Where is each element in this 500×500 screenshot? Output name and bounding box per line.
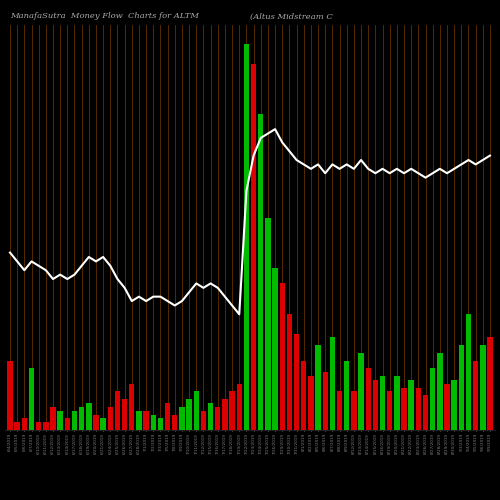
Bar bbox=[416, 388, 421, 430]
Bar bbox=[280, 284, 285, 430]
Bar bbox=[423, 396, 428, 430]
Bar bbox=[115, 392, 120, 430]
Bar bbox=[150, 414, 156, 430]
Bar bbox=[351, 392, 356, 430]
Bar bbox=[186, 399, 192, 430]
Bar bbox=[200, 410, 206, 430]
Text: (Altus Midstream C: (Altus Midstream C bbox=[250, 12, 333, 20]
Bar bbox=[372, 380, 378, 430]
Bar bbox=[480, 345, 486, 430]
Bar bbox=[100, 418, 106, 430]
Bar bbox=[437, 353, 442, 430]
Bar bbox=[308, 376, 314, 430]
Bar bbox=[272, 268, 278, 430]
Bar bbox=[294, 334, 300, 430]
Bar bbox=[8, 360, 12, 430]
Bar bbox=[58, 410, 63, 430]
Bar bbox=[402, 388, 406, 430]
Bar bbox=[94, 414, 98, 430]
Bar bbox=[215, 407, 220, 430]
Bar bbox=[36, 422, 42, 430]
Bar bbox=[43, 422, 49, 430]
Bar bbox=[466, 314, 471, 430]
Bar bbox=[380, 376, 385, 430]
Bar bbox=[194, 392, 199, 430]
Bar bbox=[488, 338, 492, 430]
Bar bbox=[50, 407, 56, 430]
Bar bbox=[180, 407, 184, 430]
Bar bbox=[444, 384, 450, 430]
Bar bbox=[430, 368, 436, 430]
Bar bbox=[14, 422, 20, 430]
Bar bbox=[129, 384, 134, 430]
Bar bbox=[344, 360, 350, 430]
Bar bbox=[158, 418, 163, 430]
Bar bbox=[244, 44, 249, 430]
Bar bbox=[387, 392, 392, 430]
Bar bbox=[301, 360, 306, 430]
Text: ManafaSutra  Money Flow  Charts for ALTM: ManafaSutra Money Flow Charts for ALTM bbox=[10, 12, 199, 20]
Bar bbox=[258, 114, 264, 430]
Bar bbox=[286, 314, 292, 430]
Bar bbox=[236, 384, 242, 430]
Bar bbox=[165, 403, 170, 430]
Bar bbox=[265, 218, 270, 430]
Bar bbox=[208, 403, 214, 430]
Bar bbox=[408, 380, 414, 430]
Bar bbox=[322, 372, 328, 430]
Bar bbox=[72, 410, 77, 430]
Bar bbox=[22, 418, 27, 430]
Bar bbox=[330, 338, 335, 430]
Bar bbox=[29, 368, 34, 430]
Bar bbox=[394, 376, 400, 430]
Bar bbox=[86, 403, 92, 430]
Bar bbox=[230, 392, 235, 430]
Bar bbox=[316, 345, 320, 430]
Bar bbox=[337, 392, 342, 430]
Bar bbox=[64, 418, 70, 430]
Bar bbox=[79, 407, 84, 430]
Bar bbox=[366, 368, 371, 430]
Bar bbox=[358, 353, 364, 430]
Bar bbox=[452, 380, 457, 430]
Bar bbox=[144, 410, 149, 430]
Bar bbox=[222, 399, 228, 430]
Bar bbox=[136, 410, 141, 430]
Bar bbox=[251, 64, 256, 430]
Bar bbox=[172, 414, 178, 430]
Bar bbox=[458, 345, 464, 430]
Bar bbox=[122, 399, 128, 430]
Bar bbox=[473, 360, 478, 430]
Bar bbox=[108, 407, 113, 430]
